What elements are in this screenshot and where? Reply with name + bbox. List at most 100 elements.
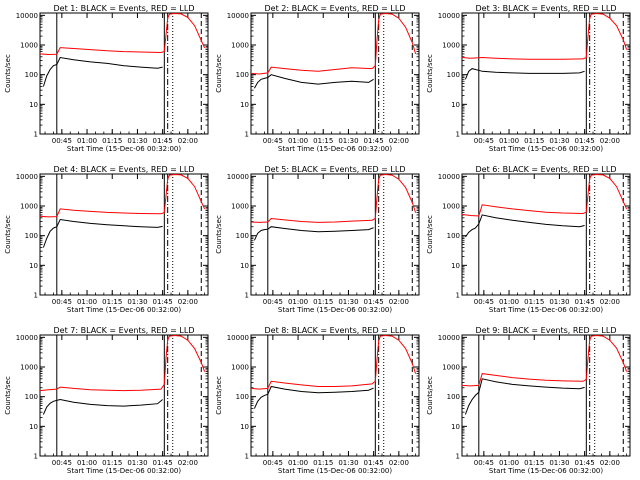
x-tick-label: 01:30 <box>338 298 358 306</box>
plot-frame <box>250 334 420 457</box>
x-tick-label: 01:00 <box>288 459 308 467</box>
x-tick-label: 01:30 <box>127 298 147 306</box>
y-tick-label: 1000 <box>442 203 460 211</box>
x-tick-label: 02:00 <box>178 137 198 145</box>
panel-title: Det 4: BLACK = Events, RED = LLD <box>54 165 195 174</box>
plot-frame <box>461 334 631 457</box>
panel-title: Det 8: BLACK = Events, RED = LLD <box>265 326 406 335</box>
x-tick-label: 01:15 <box>524 298 544 306</box>
x-axis-label: Start Time (15-Dec-06 00:32:00) <box>278 145 392 153</box>
y-tick-label: 100 <box>25 71 38 79</box>
x-axis-label: Start Time (15-Dec-06 00:32:00) <box>278 306 392 314</box>
events-rate-line <box>253 226 374 241</box>
detector-panel-2: Det 2: BLACK = Events, RED = LLD 1 10 100 10… <box>215 4 420 153</box>
y-tick-label: 1000 <box>231 42 249 50</box>
y-tick-label: 10 <box>451 423 460 431</box>
lld-rate-line <box>40 174 206 218</box>
x-tick-label: 02:00 <box>389 298 409 306</box>
x-tick-label: 00:45 <box>474 459 494 467</box>
panel-title: Det 1: BLACK = Events, RED = LLD <box>54 4 195 13</box>
detector-panel-8: Det 8: BLACK = Events, RED = LLD 1 10 100 10… <box>215 326 420 475</box>
y-tick-label: 10000 <box>438 334 460 342</box>
x-axis-label: Start Time (15-Dec-06 00:32:00) <box>278 467 392 475</box>
plot-frame <box>461 12 631 135</box>
x-tick-label: 02:00 <box>600 459 620 467</box>
x-tick-label: 00:45 <box>52 459 72 467</box>
x-axis-label: Start Time (15-Dec-06 00:32:00) <box>67 145 181 153</box>
y-axis-label: Counts/sec <box>426 215 434 254</box>
plot-frame <box>461 173 631 296</box>
x-tick-label: 01:45 <box>364 137 384 145</box>
y-tick-label: 10000 <box>16 334 38 342</box>
x-tick-label: 01:30 <box>127 459 147 467</box>
plot-frame <box>250 12 420 135</box>
panel-title: Det 3: BLACK = Events, RED = LLD <box>476 4 617 13</box>
x-axis-label: Start Time (15-Dec-06 00:32:00) <box>67 467 181 475</box>
x-tick-label: 02:00 <box>600 298 620 306</box>
y-tick-label: 1 <box>456 453 460 461</box>
x-axis-label: Start Time (15-Dec-06 00:32:00) <box>489 467 603 475</box>
y-tick-label: 1 <box>34 292 38 300</box>
x-tick-label: 01:15 <box>102 459 122 467</box>
y-tick-label: 10000 <box>16 173 38 181</box>
y-tick-label: 1000 <box>231 364 249 372</box>
y-tick-label: 1 <box>245 292 249 300</box>
y-tick-label: 10000 <box>438 173 460 181</box>
y-tick-label: 100 <box>25 393 38 401</box>
panel-title: Det 2: BLACK = Events, RED = LLD <box>265 4 406 13</box>
y-tick-label: 100 <box>236 393 249 401</box>
x-tick-label: 01:00 <box>499 298 519 306</box>
x-tick-label: 01:15 <box>313 298 333 306</box>
y-tick-label: 10000 <box>227 12 249 20</box>
y-tick-label: 10 <box>240 101 249 109</box>
panel-title: Det 6: BLACK = Events, RED = LLD <box>476 165 617 174</box>
y-axis-label: Counts/sec <box>215 54 223 93</box>
x-tick-label: 01:00 <box>288 137 308 145</box>
x-tick-label: 01:30 <box>549 459 569 467</box>
lld-rate-line <box>40 335 206 392</box>
lld-rate-line <box>251 174 417 223</box>
detector-panel-9: Det 9: BLACK = Events, RED = LLD 1 10 100 10… <box>426 326 631 475</box>
y-tick-label: 100 <box>236 71 249 79</box>
y-tick-label: 1000 <box>20 364 38 372</box>
y-axis-label: Counts/sec <box>215 376 223 415</box>
y-axis-label: Counts/sec <box>426 54 434 93</box>
detector-panel-5: Det 5: BLACK = Events, RED = LLD 1 10 100 10… <box>215 165 420 314</box>
y-tick-label: 1000 <box>20 42 38 50</box>
panel-title: Det 7: BLACK = Events, RED = LLD <box>54 326 195 335</box>
y-tick-label: 10 <box>451 101 460 109</box>
detector-panel-6: Det 6: BLACK = Events, RED = LLD 1 10 100 10… <box>426 165 631 314</box>
x-tick-label: 01:00 <box>77 298 97 306</box>
y-tick-label: 10000 <box>438 12 460 20</box>
lld-rate-line <box>251 335 417 390</box>
x-tick-label: 02:00 <box>178 298 198 306</box>
x-tick-label: 01:30 <box>127 137 147 145</box>
x-tick-label: 02:00 <box>178 459 198 467</box>
y-tick-label: 1 <box>245 453 249 461</box>
x-tick-label: 01:15 <box>313 137 333 145</box>
x-tick-label: 01:15 <box>524 137 544 145</box>
x-tick-label: 01:45 <box>575 459 595 467</box>
y-tick-label: 1000 <box>442 42 460 50</box>
x-tick-label: 00:45 <box>263 298 283 306</box>
x-tick-label: 01:30 <box>549 298 569 306</box>
x-tick-label: 01:30 <box>549 137 569 145</box>
events-rate-line <box>464 378 585 415</box>
x-axis-label: Start Time (15-Dec-06 00:32:00) <box>489 306 603 314</box>
detector-panel-1: Det 1: BLACK = Events, RED = LLD 1 10 100 10… <box>4 4 209 153</box>
plot-frame <box>39 12 209 135</box>
plot-frame <box>39 173 209 296</box>
x-axis-label: Start Time (15-Dec-06 00:32:00) <box>489 145 603 153</box>
y-tick-label: 1 <box>245 131 249 139</box>
lld-rate-line <box>462 335 628 387</box>
y-tick-label: 100 <box>447 393 460 401</box>
y-axis-label: Counts/sec <box>426 376 434 415</box>
y-axis-label: Counts/sec <box>215 215 223 254</box>
x-tick-label: 00:45 <box>263 137 283 145</box>
x-tick-label: 01:15 <box>524 459 544 467</box>
y-axis-label: Counts/sec <box>4 376 12 415</box>
x-tick-label: 01:00 <box>288 298 308 306</box>
y-tick-label: 10 <box>240 262 249 270</box>
x-tick-label: 01:15 <box>102 137 122 145</box>
